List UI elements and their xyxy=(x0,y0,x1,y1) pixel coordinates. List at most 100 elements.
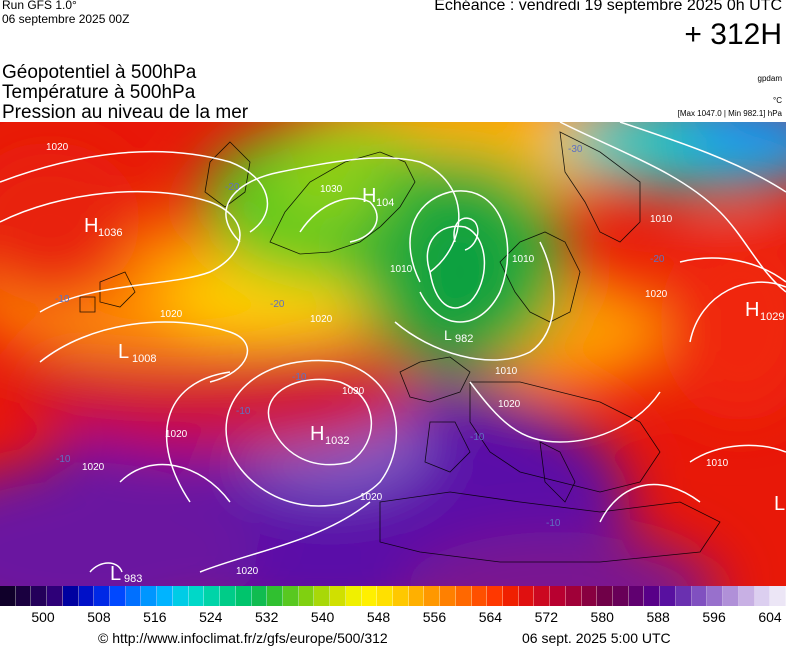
temperature-label: -10 xyxy=(470,432,485,443)
isobar-label: 1010 xyxy=(390,264,413,275)
isobar-label: 1020 xyxy=(46,142,69,153)
color-scale-swatch xyxy=(235,586,252,606)
pressure-min-max: [Max 1047.0 | Min 982.1] hPa xyxy=(677,109,782,118)
pressure-center-value: 1029 xyxy=(760,311,784,323)
color-scale-swatch xyxy=(110,586,126,606)
color-scale-swatch xyxy=(581,586,598,606)
color-scale-tick: 572 xyxy=(534,609,558,625)
color-scale-swatch xyxy=(0,586,16,606)
color-scale-tick: 604 xyxy=(758,609,782,625)
isobar-label: 1010 xyxy=(706,458,729,469)
pressure-center-symbol: H xyxy=(745,299,759,321)
color-scale-swatch xyxy=(675,586,692,606)
color-scale-swatch xyxy=(251,586,268,606)
weather-map: H 1036 H 104 L 1008 H 1032 L 982 H 1029 … xyxy=(0,122,786,586)
color-scale-swatch xyxy=(94,586,111,606)
temperature-label: -20 xyxy=(270,299,285,310)
color-scale-swatch xyxy=(550,586,566,606)
color-scale-swatch xyxy=(738,586,755,606)
color-scale-swatch xyxy=(660,586,676,606)
color-scale-swatch xyxy=(377,586,393,606)
isobar-label: 1020 xyxy=(165,429,188,440)
pressure-center-value: 983 xyxy=(124,573,142,585)
temperature-label: -20 xyxy=(650,254,665,265)
color-scale-swatch xyxy=(188,586,205,606)
color-scale-swatch xyxy=(597,586,614,606)
color-scale-swatch xyxy=(157,586,173,606)
lead-time: + 312H xyxy=(684,18,782,51)
temperature-label: -10 xyxy=(546,518,561,529)
isobar-label: 1020 xyxy=(82,462,105,473)
color-scale-swatch xyxy=(282,586,299,606)
temperature-label: -30 xyxy=(568,144,583,155)
isobar-label: 1030 xyxy=(342,386,365,397)
map-title-pressure: Pression au niveau de la mer xyxy=(2,102,249,123)
isobar-label: 1020 xyxy=(360,492,383,503)
temperature-label: -10 xyxy=(55,294,70,305)
isobar-label: 1020 xyxy=(645,289,668,300)
color-scale-tick: 556 xyxy=(422,609,447,625)
unit-label: °C xyxy=(773,96,782,105)
color-scale-swatch xyxy=(565,586,582,606)
run-date: 06 septembre 2025 00Z xyxy=(2,12,130,26)
credit-date: 06 sept. 2025 5:00 UTC xyxy=(522,630,671,646)
color-scale-swatch xyxy=(62,586,79,606)
color-scale-swatch xyxy=(754,586,771,606)
pressure-center-symbol: H xyxy=(362,185,376,207)
temperature-label: -20 xyxy=(225,182,240,193)
color-scale-swatch xyxy=(15,586,32,606)
pressure-center-symbol: L xyxy=(774,493,785,515)
isobar-label: 1020 xyxy=(498,399,521,410)
run-title: Run GFS 1.0° xyxy=(2,0,77,12)
pressure-center-value: 104 xyxy=(376,197,394,209)
pressure-center-symbol: H xyxy=(84,215,98,237)
pressure-center-value: 1032 xyxy=(325,435,349,447)
pressure-center-value: 1008 xyxy=(132,353,156,365)
color-scale-swatch xyxy=(723,586,739,606)
isobar-label: 1010 xyxy=(495,366,518,377)
isobar-label: 1020 xyxy=(310,314,333,325)
color-scale-tick: 596 xyxy=(702,609,726,625)
pressure-center-symbol: L xyxy=(110,563,121,585)
temperature-label: -10 xyxy=(56,454,71,465)
color-scale-bar xyxy=(0,586,786,606)
color-scale-tick: 500 xyxy=(31,609,55,625)
isobar-label: 1030 xyxy=(320,184,343,195)
color-scale-swatch xyxy=(361,586,378,606)
color-scale-swatch xyxy=(345,586,362,606)
pressure-center-symbol: L xyxy=(118,341,129,363)
color-scale-swatch xyxy=(770,586,786,606)
credit-url[interactable]: © http://www.infoclimat.fr/z/gfs/europe/… xyxy=(98,630,388,646)
color-scale-swatch xyxy=(408,586,425,606)
temperature-label: -10 xyxy=(292,372,307,383)
color-scale-swatch xyxy=(298,586,315,606)
isobar-label: 1020 xyxy=(160,309,183,320)
color-scale-swatch xyxy=(455,586,472,606)
color-scale-swatch xyxy=(440,586,456,606)
color-scale-swatch xyxy=(503,586,519,606)
color-scale-swatch xyxy=(330,586,346,606)
color-scale-swatch xyxy=(518,586,535,606)
color-scale-swatch xyxy=(392,586,409,606)
valid-time: Echéance : vendredi 19 septembre 2025 0h… xyxy=(434,0,782,14)
color-scale-tick: 540 xyxy=(310,609,335,625)
color-scale-swatch xyxy=(487,586,503,606)
color-scale-swatch xyxy=(47,586,63,606)
color-scale-swatch xyxy=(125,586,142,606)
color-scale-swatch xyxy=(534,586,551,606)
color-scale-swatch xyxy=(204,586,221,606)
color-scale-tick: 564 xyxy=(478,609,503,625)
temperature-label: -10 xyxy=(236,406,251,417)
color-scale-tick: 532 xyxy=(255,609,279,625)
pressure-center-symbol: H xyxy=(310,423,324,445)
color-scale-swatch xyxy=(644,586,661,606)
color-scale-swatch xyxy=(267,586,283,606)
color-scale-swatch xyxy=(141,586,158,606)
color-scale-swatch xyxy=(707,586,724,606)
color-scale-tick: 508 xyxy=(87,609,111,625)
color-scale-swatch xyxy=(424,586,441,606)
color-scale-swatch xyxy=(691,586,708,606)
color-scale-swatch xyxy=(31,586,48,606)
brand-label: gpdam xyxy=(757,74,782,83)
color-scale-tick: 516 xyxy=(143,609,167,625)
